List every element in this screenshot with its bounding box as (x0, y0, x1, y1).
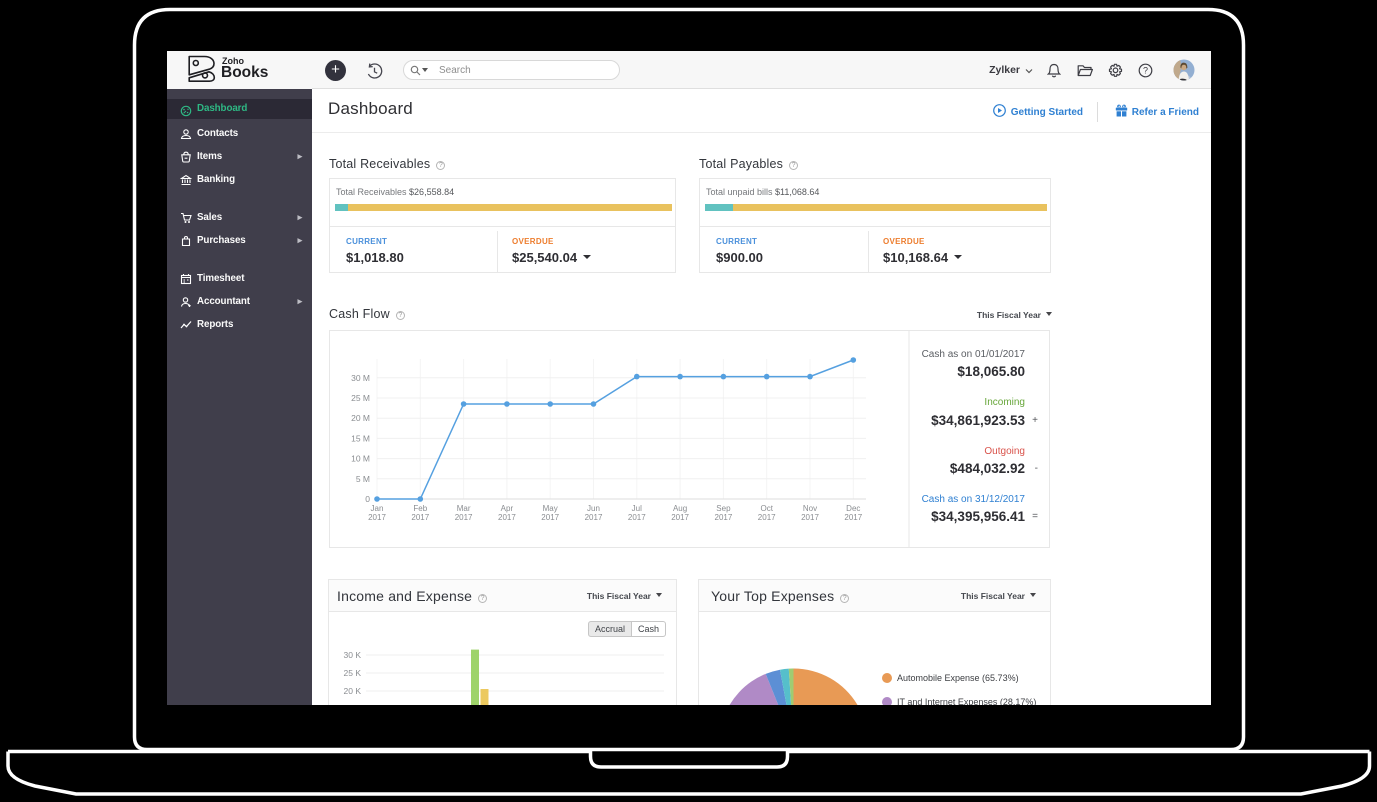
svg-text:0: 0 (365, 494, 370, 504)
svg-text:2017: 2017 (585, 513, 603, 522)
svg-text:Mar: Mar (457, 504, 471, 513)
svg-text:10 M: 10 M (351, 454, 370, 464)
svg-text:Aug: Aug (673, 504, 687, 513)
svg-text:2017: 2017 (671, 513, 689, 522)
svg-text:Apr: Apr (501, 504, 514, 513)
svg-text:Nov: Nov (803, 504, 817, 513)
svg-text:2017: 2017 (628, 513, 646, 522)
svg-text:2017: 2017 (844, 513, 862, 522)
svg-text:Jan: Jan (371, 504, 384, 513)
svg-text:2017: 2017 (368, 513, 386, 522)
svg-text:2017: 2017 (411, 513, 429, 522)
svg-text:Sep: Sep (716, 504, 731, 513)
svg-text:2017: 2017 (715, 513, 733, 522)
svg-text:Oct: Oct (760, 504, 773, 513)
svg-text:25 K: 25 K (344, 668, 362, 678)
svg-text:20 M: 20 M (351, 413, 370, 423)
svg-text:2017: 2017 (758, 513, 776, 522)
svg-text:30 M: 30 M (351, 373, 370, 383)
svg-text:May: May (543, 504, 558, 513)
svg-text:2017: 2017 (455, 513, 473, 522)
svg-text:?: ? (1143, 66, 1148, 76)
svg-text:5 M: 5 M (356, 474, 370, 484)
svg-text:15 M: 15 M (351, 433, 370, 443)
svg-text:Feb: Feb (413, 504, 427, 513)
svg-text:2017: 2017 (541, 513, 559, 522)
svg-text:30 K: 30 K (344, 650, 362, 660)
svg-text:20 K: 20 K (344, 686, 362, 696)
svg-text:2017: 2017 (498, 513, 516, 522)
svg-text:Jun: Jun (587, 504, 600, 513)
svg-text:2017: 2017 (801, 513, 819, 522)
svg-text:25 M: 25 M (351, 393, 370, 403)
svg-text:Dec: Dec (846, 504, 860, 513)
svg-text:Jul: Jul (632, 504, 642, 513)
